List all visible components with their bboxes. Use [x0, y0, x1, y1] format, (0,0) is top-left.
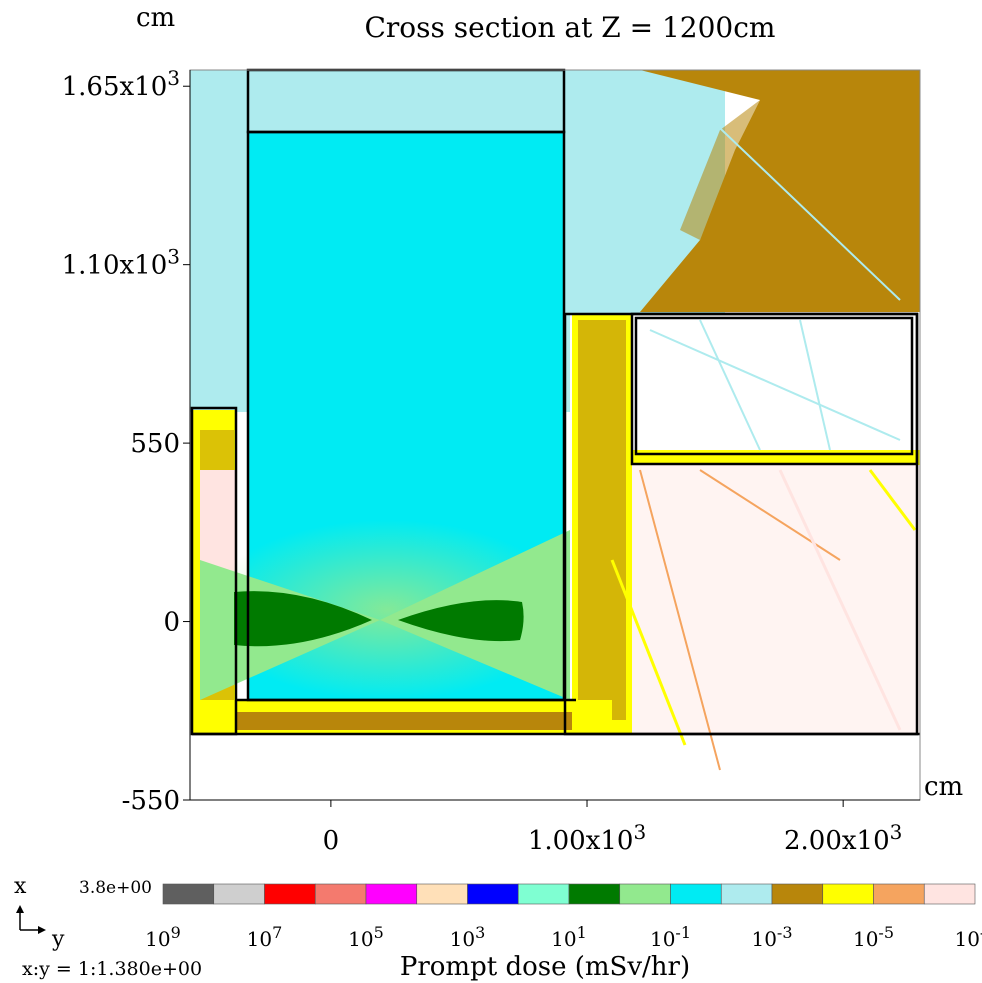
beam-core-left	[234, 591, 372, 647]
y-unit-label: cm	[136, 3, 175, 33]
colorbar-segment	[467, 883, 519, 905]
colorbar-segment	[162, 883, 215, 905]
y-tick-label: 1.65x103	[62, 66, 180, 102]
y-ticks: 1.65x103 1.10x103 550 0 -550	[62, 66, 190, 816]
x-tick-label: 0	[323, 826, 340, 856]
x-ticks: 0 1.00x103 2.00x103	[323, 800, 902, 856]
streak-6	[649, 329, 901, 441]
x-unit-label: cm	[924, 772, 963, 802]
colorbar-segment	[568, 883, 621, 905]
streak-9	[679, 89, 901, 301]
colorbar-tick-label: 10-1	[650, 923, 691, 951]
colorbar: 3.8e+00 10910710510310110-110-310-510-7 …	[79, 878, 982, 982]
upper-right-fringe	[680, 100, 760, 240]
x-tick-label: 1.00x103	[528, 820, 646, 856]
aspect-ratio-label: x:y = 1:1.380e+00	[22, 958, 202, 980]
colorbar-max-value: 3.8e+00	[79, 878, 152, 898]
streak-1	[610, 559, 687, 746]
colorbar-label: Prompt dose (mSv/hr)	[400, 952, 690, 982]
colorbar-tick-label: 10-7	[954, 923, 982, 951]
streak-2	[868, 469, 917, 531]
y-tick-label: -550	[122, 786, 180, 816]
colorbar-segment	[416, 883, 468, 905]
colorbar-segment	[314, 883, 367, 905]
x-tick-label: 2.00x103	[784, 820, 902, 856]
colorbar-segment	[720, 883, 773, 905]
shield-inner-box	[634, 316, 914, 456]
streak-8	[699, 319, 761, 451]
colorbar-segments	[162, 883, 976, 905]
streak-4	[699, 469, 841, 561]
streak-5	[778, 469, 902, 731]
colorbar-segment	[517, 883, 570, 905]
colorbar-ticks: 109 107 105 103 101 10-1 10-3 10-5 10-7	[145, 923, 982, 951]
colorbar-tick-label: 101	[551, 923, 587, 951]
colorbar-segment	[213, 883, 265, 905]
y-tick-label: 0	[163, 608, 180, 638]
streak-3	[639, 469, 721, 771]
colorbar-tick-label: 105	[348, 923, 384, 951]
y-tick-label: 550	[130, 429, 180, 459]
shield-block-box	[630, 312, 919, 466]
colorbar-segment	[365, 883, 418, 905]
axes: 0 1.00x103 2.00x103 1.65x103 1.10x103 550 0 -5…	[62, 66, 921, 856]
colorbar-segment	[923, 883, 976, 905]
colorbar-segment	[873, 883, 925, 905]
chart-title: Cross section at Z = 1200cm	[365, 11, 776, 44]
right-wall-brown	[578, 320, 626, 720]
lower-right-region	[600, 460, 920, 735]
geometry-outlines	[190, 68, 920, 736]
colorbar-segment	[670, 883, 722, 905]
orientation-y-label: y	[51, 927, 65, 952]
floor-brown	[236, 712, 572, 730]
colorbar-tick-label: 103	[450, 923, 486, 951]
colorbar-tick-label: 107	[247, 923, 283, 951]
y-tick-label: 1.10x103	[62, 245, 180, 281]
colorbar-segment	[822, 883, 874, 905]
colorbar-segment	[771, 883, 824, 905]
colorbar-tick-label: 10-5	[853, 923, 894, 951]
beam-core-right	[398, 600, 524, 642]
streak-7	[799, 319, 831, 451]
colorbar-tick-label: 109	[145, 923, 181, 951]
orientation-x-label: x	[14, 874, 27, 899]
orientation-arrowhead-up	[16, 905, 24, 913]
orientation-indicator: x y x:y = 1:1.380e+00	[14, 874, 202, 980]
colorbar-segment	[619, 883, 671, 905]
plot-area	[190, 70, 920, 800]
colorbar-segment	[264, 883, 316, 905]
colorbar-tick-label: 10-3	[751, 923, 792, 951]
orientation-arrowhead-right	[38, 926, 46, 934]
